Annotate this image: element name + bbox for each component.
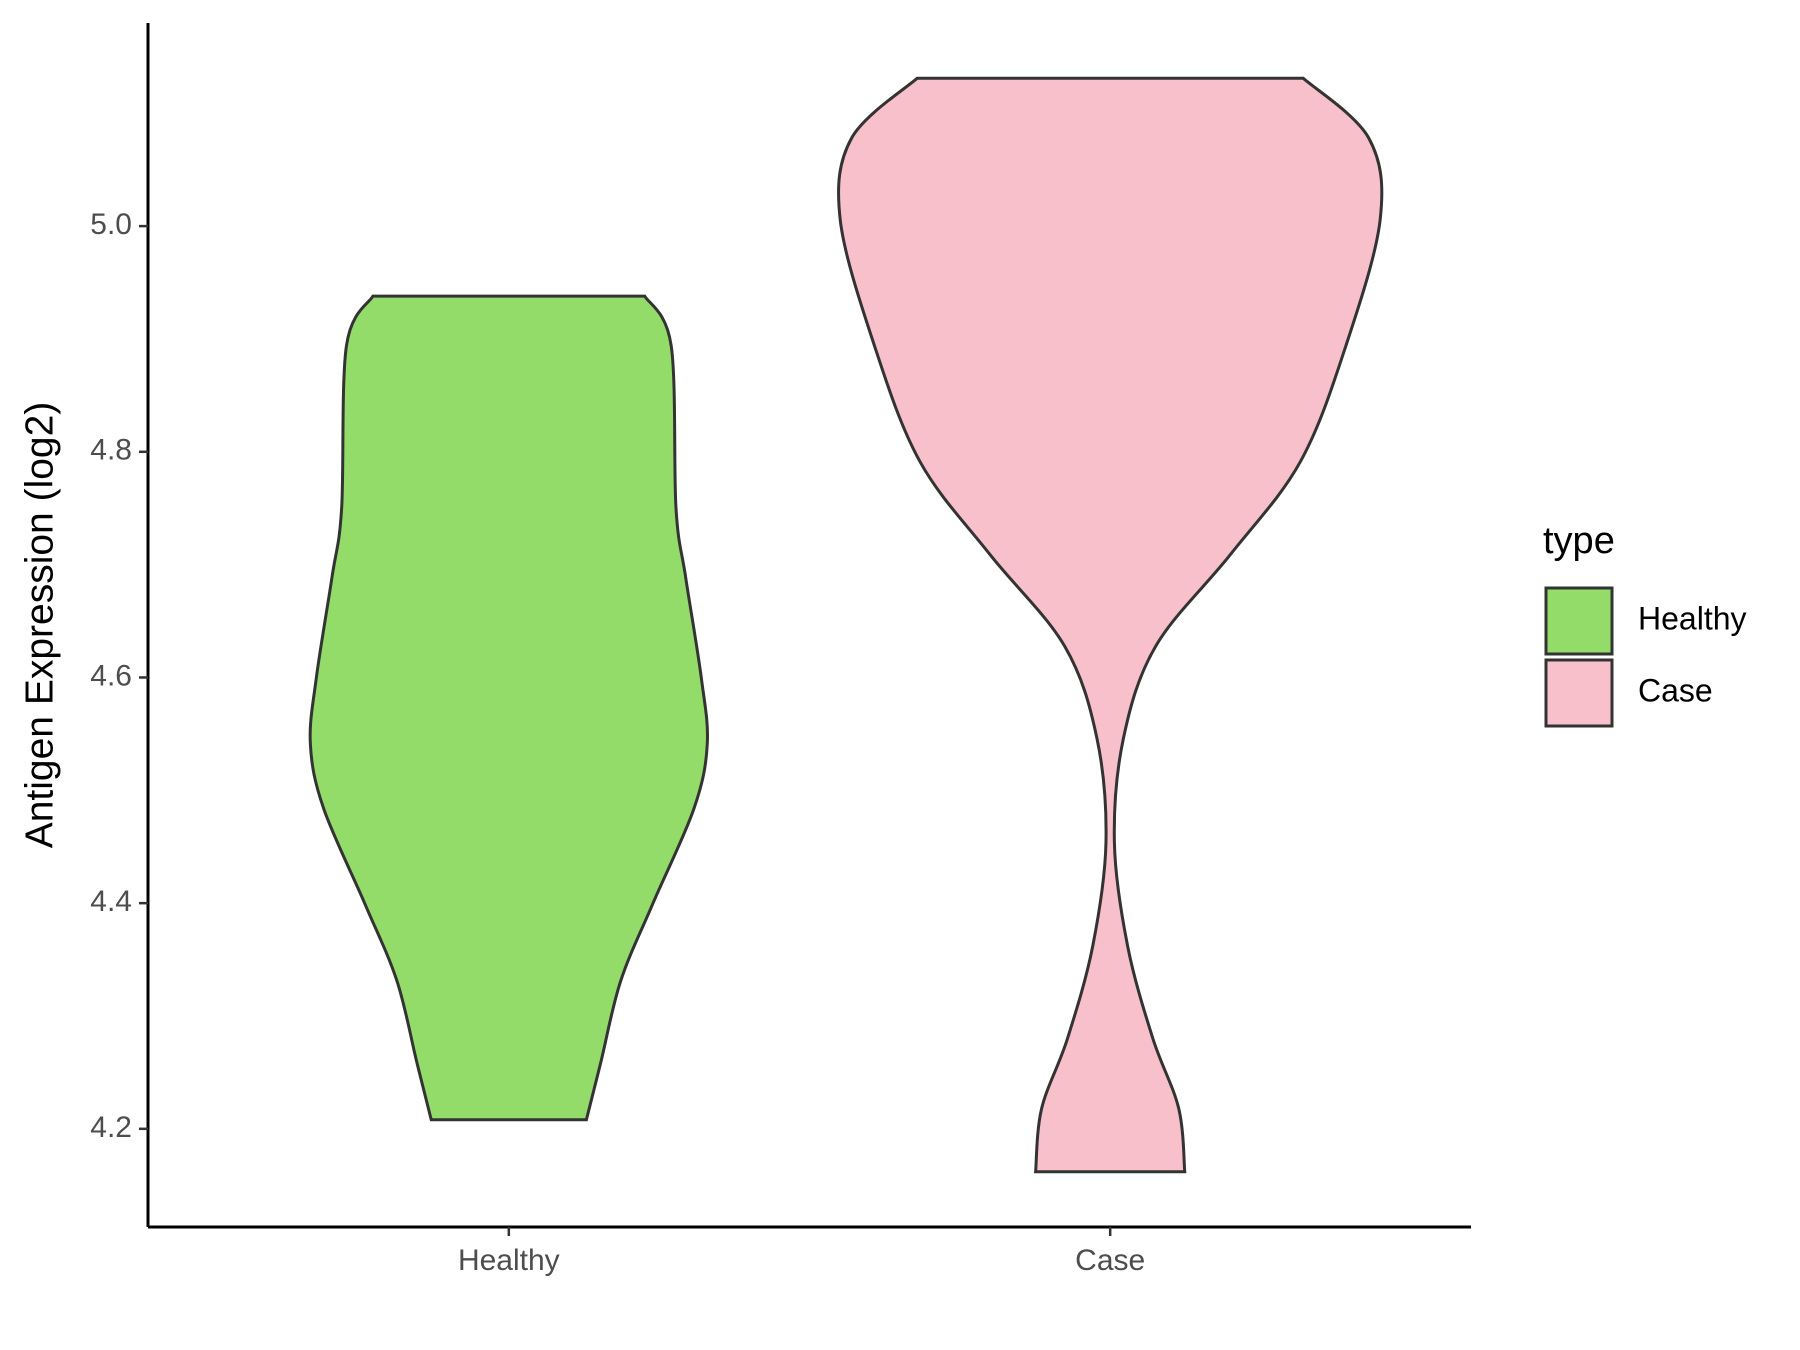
legend-key — [1544, 658, 1614, 728]
legend-label: Healthy — [1638, 600, 1747, 636]
y-tick-label: 4.2 — [90, 1111, 132, 1144]
y-tick-label: 4.4 — [90, 885, 132, 918]
y-tick-label: 4.8 — [90, 434, 132, 467]
y-axis-title: Antigen Expression (log2) — [18, 402, 61, 849]
violin — [308, 294, 709, 1122]
x-tick-label: Case — [1075, 1244, 1145, 1277]
violin — [837, 76, 1384, 1174]
y-tick-label: 4.6 — [90, 659, 132, 692]
legend-key — [1544, 586, 1614, 656]
x-tick-label: Healthy — [458, 1244, 560, 1277]
legend-title: type — [1543, 520, 1615, 562]
y-tick-label: 5.0 — [90, 208, 132, 241]
legend-label: Case — [1638, 672, 1713, 708]
